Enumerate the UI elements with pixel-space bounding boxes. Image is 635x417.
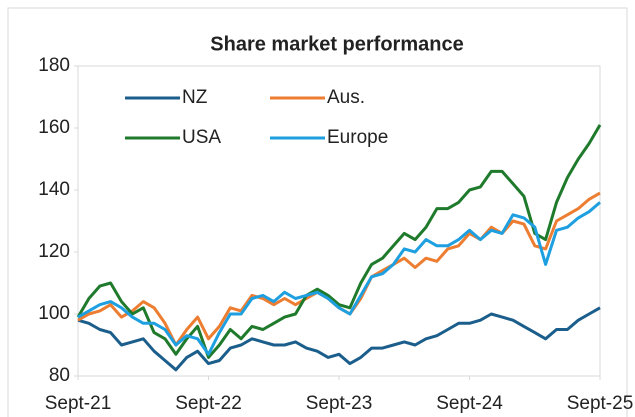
x-tick-label: Sept-24 [436, 393, 503, 414]
x-tick-label: Sept-25 [567, 393, 634, 414]
legend-label: Aus. [327, 87, 365, 108]
y-tick-label: 120 [38, 241, 70, 262]
x-tick-label: Sept-22 [175, 393, 242, 414]
plot-area [77, 65, 601, 377]
line-series [77, 306, 601, 372]
legend-label: USA [182, 127, 221, 148]
y-tick-label: 180 [38, 55, 70, 76]
y-tick-label: 160 [38, 117, 70, 138]
y-tick-label: 100 [38, 303, 70, 324]
x-tick-label: Sept-21 [45, 393, 112, 414]
legend-label: NZ [182, 87, 208, 108]
chart-frame [7, 7, 628, 417]
y-tick-label: 140 [38, 179, 70, 200]
y-tick-label: 80 [49, 365, 70, 386]
line-series [76, 124, 602, 359]
x-tick-label: Sept-23 [306, 393, 373, 414]
line-series [77, 201, 601, 356]
legend-label: Europe [327, 127, 388, 148]
chart-title: Share market performance [210, 33, 463, 55]
